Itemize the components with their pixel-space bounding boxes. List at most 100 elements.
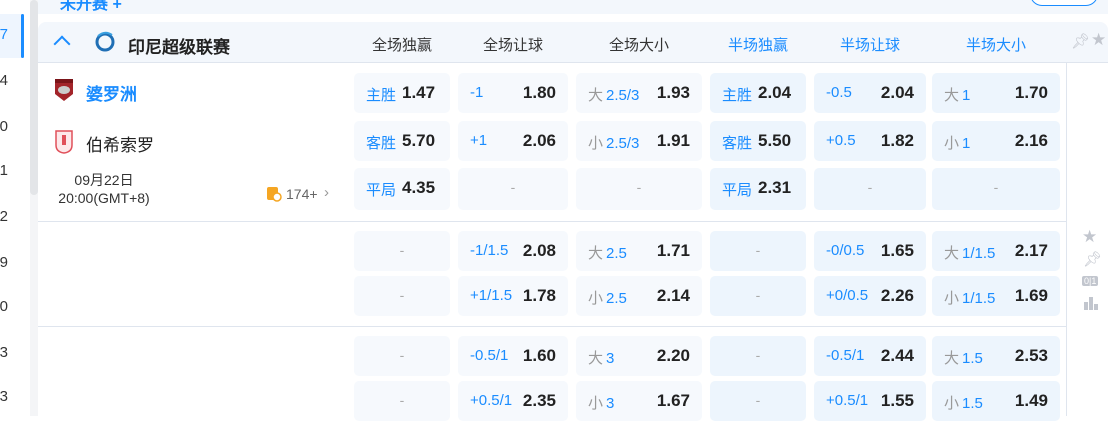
odds-cell[interactable]: +1 2.06 bbox=[458, 121, 568, 161]
odds-label-prefix: -0/0.5 bbox=[826, 242, 865, 259]
odds-line: 1 bbox=[962, 135, 971, 152]
top-strip bbox=[38, 0, 1108, 14]
stats-chart-icon[interactable] bbox=[1083, 295, 1099, 311]
odds-cell[interactable]: 平局 2.31 bbox=[710, 168, 806, 210]
odds-cell[interactable]: 主胜 1.47 bbox=[354, 73, 450, 113]
sidebar-item-count[interactable]: 4 bbox=[0, 72, 8, 89]
odds-cell: - bbox=[458, 168, 568, 210]
odds-cell[interactable]: 大 1.5 2.53 bbox=[932, 336, 1060, 376]
odds-cell[interactable]: 大 1/1.5 2.17 bbox=[932, 231, 1060, 271]
odds-label: 小 2.5/3 bbox=[588, 132, 639, 153]
odds-label: -0.5/1 bbox=[826, 347, 864, 364]
status-tab[interactable]: 未开赛 + bbox=[60, 0, 122, 13]
odds-cell: - bbox=[710, 336, 806, 376]
odds-cell[interactable]: 小 2.5/3 1.91 bbox=[576, 121, 702, 161]
odds-cell[interactable]: -0/0.5 1.65 bbox=[814, 231, 926, 271]
odds-label-prefix: 大 bbox=[944, 245, 960, 262]
sidebar-item-count[interactable]: 0 bbox=[0, 118, 8, 135]
sidebar-item-count[interactable]: 3 bbox=[0, 344, 8, 361]
odds-cell[interactable]: 小 1/1.5 1.69 bbox=[932, 276, 1060, 316]
odds-cell[interactable]: 主胜 2.04 bbox=[710, 73, 806, 113]
odds-label: +1/1.5 bbox=[470, 287, 512, 304]
odds-label-prefix: +0.5 bbox=[826, 132, 856, 149]
sidebar-item-count[interactable]: 1 bbox=[0, 162, 8, 179]
odds-cell[interactable]: +0.5/1 1.55 bbox=[814, 381, 926, 421]
odds-cell[interactable]: 大 2.5 1.71 bbox=[576, 231, 702, 271]
odds-cell[interactable]: 小 2.5 2.14 bbox=[576, 276, 702, 316]
more-markets-count[interactable]: 174+ bbox=[286, 186, 318, 202]
home-team-name[interactable]: 婆罗洲 bbox=[86, 85, 137, 104]
odds-cell[interactable]: -1/1.5 2.08 bbox=[458, 231, 568, 271]
away-team-name[interactable]: 伯希索罗 bbox=[86, 136, 154, 155]
odds-cell[interactable]: 小 1 2.16 bbox=[932, 121, 1060, 161]
star-icon[interactable]: ★ bbox=[1091, 30, 1107, 49]
chevron-right-icon[interactable]: › bbox=[324, 184, 329, 201]
odds-label-prefix: 大 bbox=[588, 245, 604, 262]
odds-value: 2.20 bbox=[656, 346, 690, 365]
odds-value: 1.65 bbox=[880, 241, 914, 260]
odds-label-prefix: 平局 bbox=[366, 182, 397, 199]
odds-cell[interactable]: -0.5 2.04 bbox=[814, 73, 926, 113]
sidebar-item-count[interactable]: 9 bbox=[0, 254, 8, 271]
odds-label: -0.5 bbox=[826, 84, 852, 101]
odds-label: 客胜 bbox=[366, 132, 396, 153]
odds-label-prefix: 主胜 bbox=[722, 87, 753, 104]
empty-odds: - bbox=[399, 242, 405, 258]
odds-value: 1.49 bbox=[1014, 391, 1048, 410]
home-team-logo-icon bbox=[55, 79, 73, 101]
odds-cell[interactable]: +0.5 1.82 bbox=[814, 121, 926, 161]
odds-cell[interactable]: 平局 4.35 bbox=[354, 168, 450, 210]
odds-cell[interactable]: 大 1 1.70 bbox=[932, 73, 1060, 113]
odds-label-prefix: 大 bbox=[944, 87, 960, 104]
odds-cell[interactable]: 小 1.5 1.49 bbox=[932, 381, 1060, 421]
odds-label-prefix: -1/1.5 bbox=[470, 242, 509, 259]
empty-odds: - bbox=[399, 347, 405, 363]
more-markets-icon bbox=[267, 187, 282, 202]
odds-value: 2.16 bbox=[1014, 131, 1048, 150]
scrollbar-thumb[interactable] bbox=[30, 0, 38, 195]
sidebar-item-count[interactable]: 3 bbox=[0, 388, 8, 405]
odds-label: 主胜 bbox=[722, 84, 752, 105]
odds-label-prefix: 小 bbox=[944, 290, 960, 307]
odds-label: 大 1/1.5 bbox=[944, 242, 995, 263]
pin-icon[interactable]: 📌︎ bbox=[1071, 33, 1091, 50]
sidebar-item-count[interactable]: 7 bbox=[0, 26, 8, 43]
odds-value: 1.82 bbox=[880, 131, 914, 150]
column-header: 半场大小 bbox=[965, 37, 1026, 54]
odds-line: 2.5/3 bbox=[606, 87, 640, 104]
odds-label-prefix: +0.5/1 bbox=[470, 392, 513, 409]
odds-cell[interactable]: -1 1.80 bbox=[458, 73, 568, 113]
odds-cell[interactable]: +0/0.5 2.26 bbox=[814, 276, 926, 316]
odds-cell[interactable]: -0.5/1 1.60 bbox=[458, 336, 568, 376]
odds-label: 主胜 bbox=[366, 84, 396, 105]
odds-cell: - bbox=[354, 231, 450, 271]
odds-label: 平局 bbox=[722, 179, 752, 200]
odds-cell: - bbox=[710, 276, 806, 316]
odds-value: 2.44 bbox=[880, 346, 914, 365]
odds-label-prefix: 大 bbox=[588, 87, 604, 104]
odds-value: 1.91 bbox=[656, 131, 690, 150]
column-header: 半场独赢 bbox=[727, 37, 788, 54]
odds-cell[interactable]: +1/1.5 1.78 bbox=[458, 276, 568, 316]
pin-icon[interactable]: 📌︎ bbox=[1083, 251, 1103, 268]
odds-label-prefix: 小 bbox=[588, 135, 604, 152]
odds-label: 小 1.5 bbox=[944, 392, 983, 413]
odds-label: -1 bbox=[470, 84, 483, 101]
odds-label-prefix: -0.5/1 bbox=[826, 347, 865, 364]
sidebar-item-count[interactable]: 0 bbox=[0, 298, 8, 315]
score-icon[interactable]: 0|1 bbox=[1082, 276, 1099, 286]
odds-label-prefix: +1 bbox=[470, 132, 488, 149]
odds-cell[interactable]: -0.5/1 2.44 bbox=[814, 336, 926, 376]
odds-cell[interactable]: 小 3 1.67 bbox=[576, 381, 702, 421]
odds-cell[interactable]: 大 2.5/3 1.93 bbox=[576, 73, 702, 113]
odds-cell[interactable]: +0.5/1 2.35 bbox=[458, 381, 568, 421]
odds-cell[interactable]: 客胜 5.70 bbox=[354, 121, 450, 161]
star-icon[interactable]: ★ bbox=[1082, 227, 1098, 246]
scrollbar-track[interactable] bbox=[28, 0, 38, 416]
odds-cell[interactable]: 客胜 5.50 bbox=[710, 121, 806, 161]
odds-value: 2.26 bbox=[880, 286, 914, 305]
odds-cell[interactable]: 大 3 2.20 bbox=[576, 336, 702, 376]
column-header: 全场大小 bbox=[608, 37, 669, 54]
sidebar-item-count[interactable]: 2 bbox=[0, 208, 8, 225]
top-button[interactable] bbox=[1030, 0, 1098, 6]
